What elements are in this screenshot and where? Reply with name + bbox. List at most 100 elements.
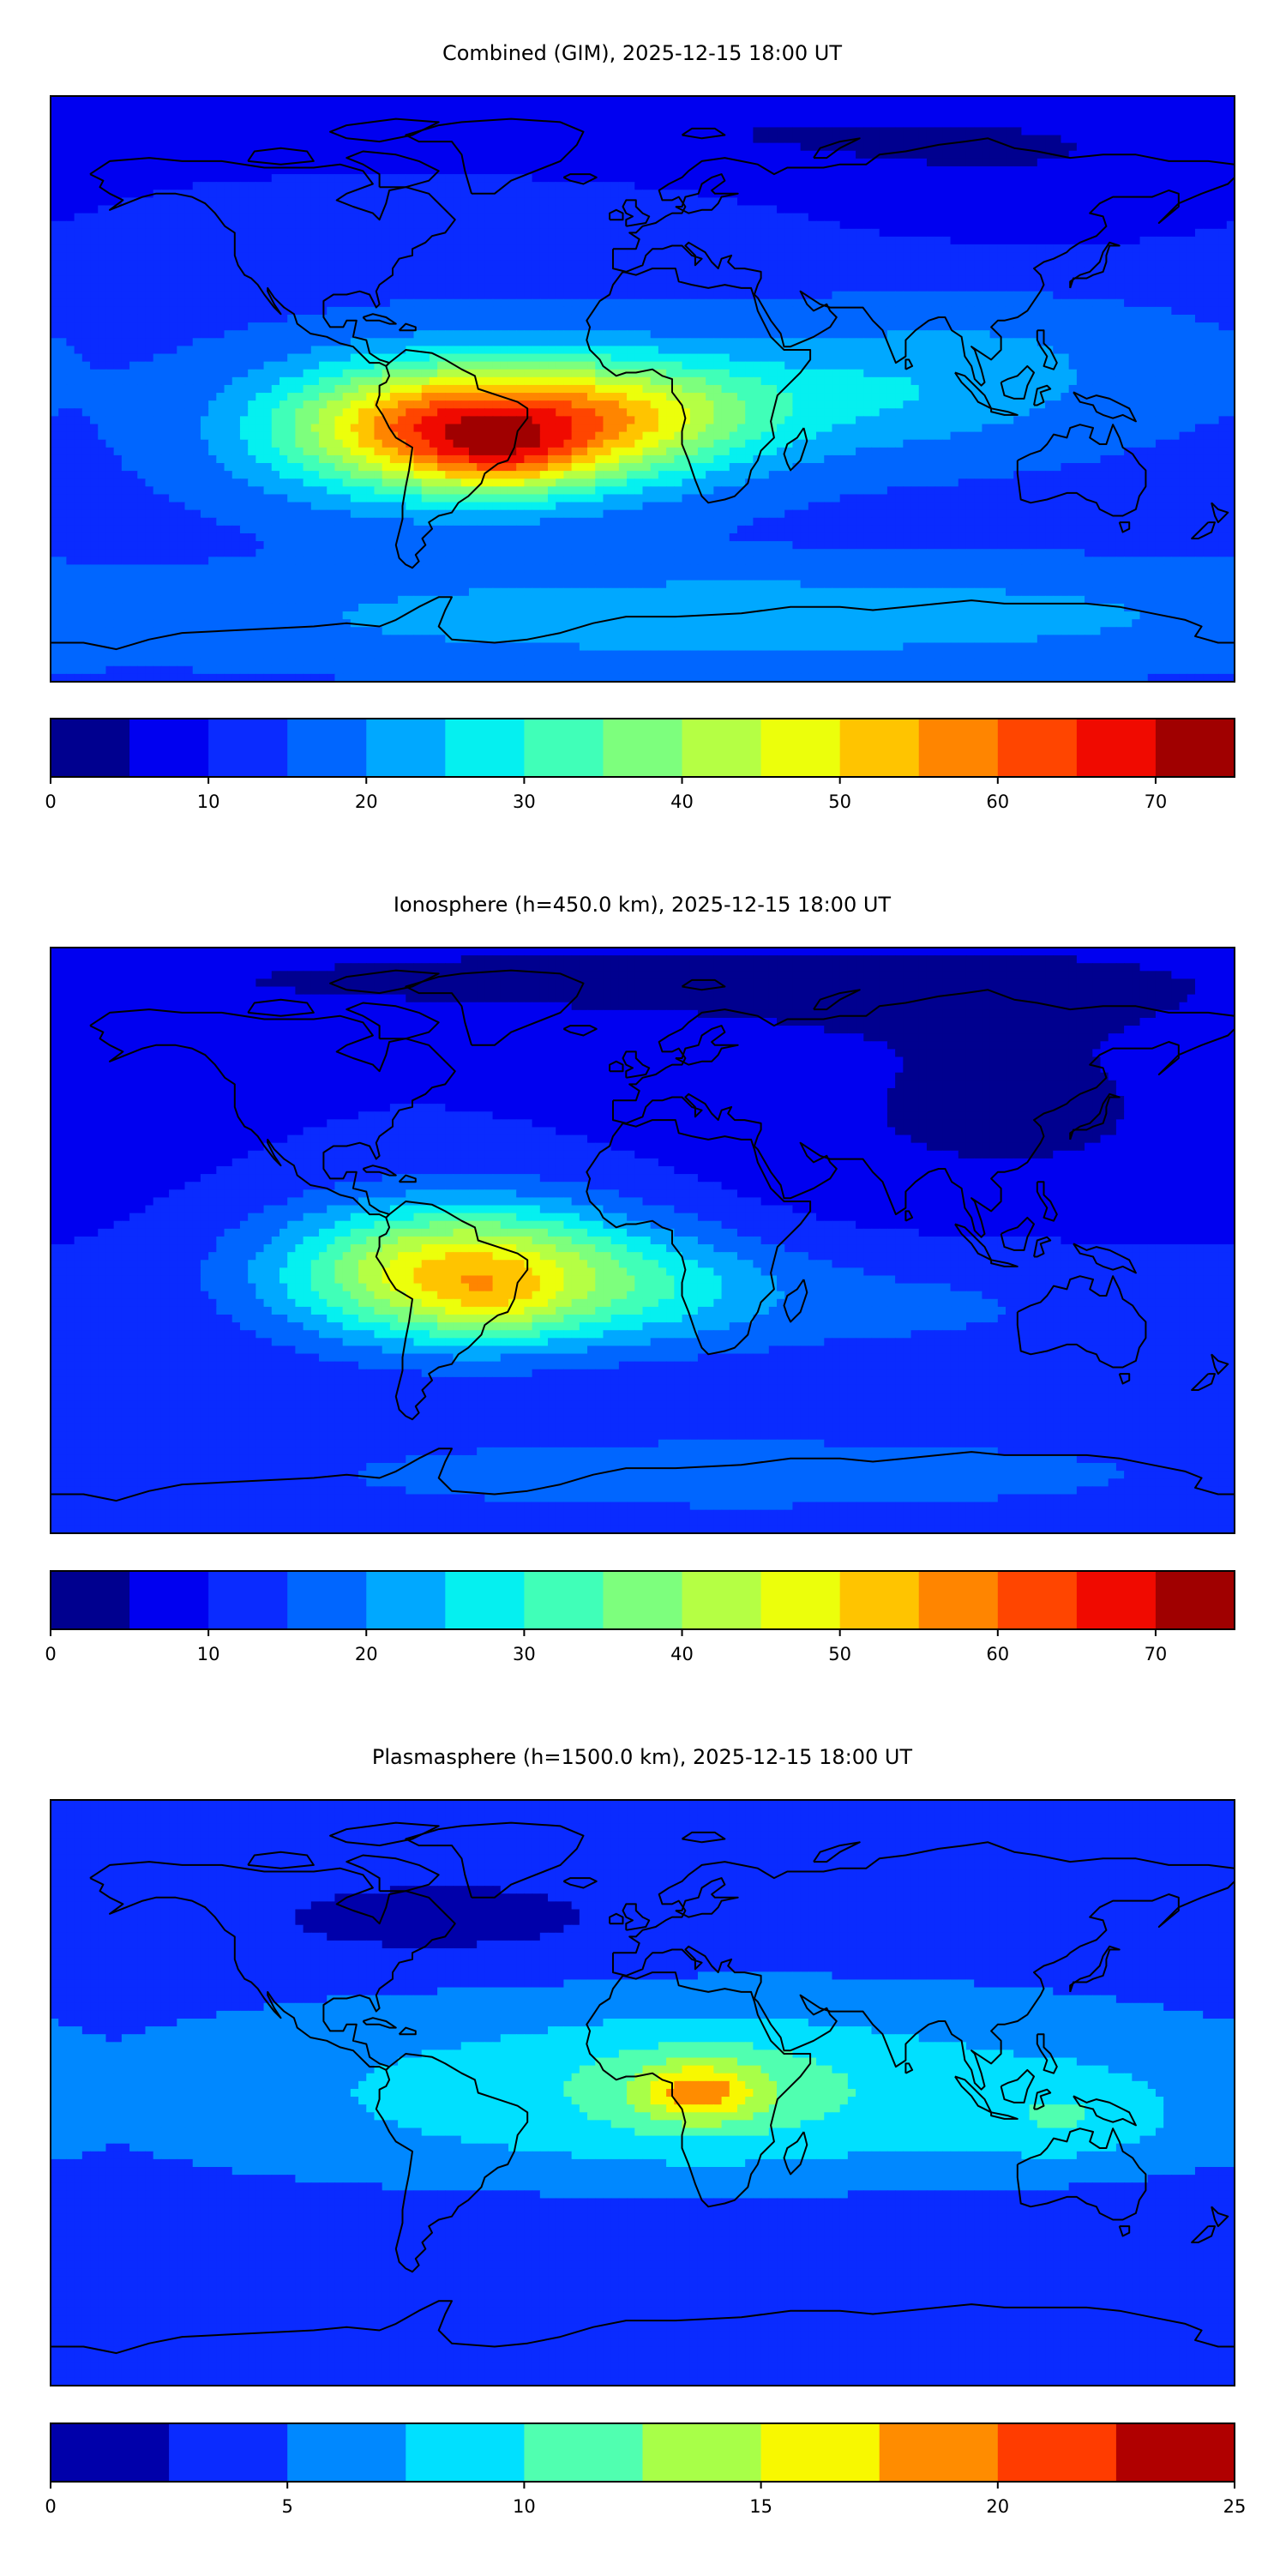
tec-cell	[1006, 298, 1014, 308]
tec-cell	[1029, 314, 1038, 323]
tec-cell	[839, 322, 849, 331]
tec-cell	[1132, 291, 1141, 300]
tec-cell	[437, 283, 446, 292]
tec-cell	[129, 244, 138, 253]
tec-cell	[81, 135, 91, 144]
tec-cell	[224, 268, 233, 277]
tec-cell	[350, 353, 359, 363]
tec-cell	[382, 190, 391, 198]
tec-cell	[832, 346, 841, 355]
tec-cell	[413, 275, 423, 285]
tec-cell	[982, 182, 991, 190]
tec-cell	[248, 142, 256, 152]
tec-cell	[808, 142, 817, 152]
tec-cell	[595, 314, 604, 323]
tec-cell	[1021, 260, 1031, 268]
tec-cell	[1132, 158, 1141, 167]
tec-cell	[192, 119, 201, 129]
tec-cell	[484, 346, 494, 355]
tec-cell	[824, 236, 833, 245]
tec-cell	[224, 96, 233, 105]
tec-cell	[729, 220, 738, 230]
tec-cell	[1100, 127, 1109, 136]
tec-cell	[413, 96, 423, 105]
tec-cell	[1147, 190, 1157, 198]
tec-cell	[105, 197, 115, 207]
tec-cell	[777, 127, 785, 136]
tec-cell	[603, 306, 612, 316]
tec-cell	[934, 190, 943, 198]
tec-cell	[248, 104, 256, 112]
tec-cell	[255, 111, 265, 120]
tec-cell	[1187, 111, 1196, 120]
tec-cell	[989, 96, 999, 105]
tec-cell	[1155, 150, 1164, 159]
tec-cell	[310, 268, 320, 277]
tec-cell	[66, 174, 75, 183]
tec-cell	[1163, 96, 1172, 105]
tec-cell	[1226, 142, 1235, 152]
tec-cell	[366, 158, 376, 167]
tec-cell	[706, 244, 714, 253]
tec-cell	[642, 135, 652, 144]
tec-cell	[295, 291, 304, 300]
tec-cell	[1211, 197, 1220, 207]
tec-cell	[153, 306, 162, 316]
tec-cell	[350, 260, 359, 268]
tec-cell	[192, 111, 201, 120]
tec-cell	[1211, 291, 1220, 300]
tec-cell	[113, 96, 123, 105]
tec-cell	[856, 174, 864, 183]
tec-cell	[674, 306, 683, 316]
tec-cell	[777, 236, 785, 245]
tec-cell	[177, 205, 186, 214]
tec-cell	[200, 190, 209, 198]
tec-cell	[208, 197, 217, 207]
tec-cell	[192, 158, 201, 167]
tec-cell	[421, 127, 430, 136]
tec-cell	[642, 338, 652, 347]
tec-cell	[768, 119, 778, 129]
tec-cell	[886, 268, 896, 277]
tec-cell	[66, 111, 75, 120]
tec-cell	[1218, 268, 1228, 277]
tec-cell	[1068, 252, 1078, 261]
tec-cell	[1108, 346, 1117, 355]
tec-cell	[224, 190, 233, 198]
tec-cell	[342, 291, 352, 300]
tec-cell	[934, 260, 943, 268]
tec-cell	[445, 220, 454, 230]
tec-cell	[816, 283, 825, 292]
tec-cell	[1100, 220, 1109, 230]
tec-cell	[208, 142, 217, 152]
tec-cell	[934, 182, 943, 190]
tec-cell	[327, 190, 336, 198]
tec-cell	[903, 213, 912, 222]
tec-cell	[453, 205, 462, 214]
tec-cell	[863, 205, 873, 214]
tec-cell	[468, 96, 478, 105]
tec-cell	[595, 166, 604, 175]
tec-cell	[192, 306, 201, 316]
tec-cell	[153, 205, 162, 214]
tec-cell	[177, 182, 186, 190]
tec-cell	[208, 291, 217, 300]
tec-cell	[871, 268, 880, 277]
tec-cell	[706, 322, 714, 331]
tec-cell	[997, 213, 1007, 222]
tec-cell	[271, 205, 280, 214]
tec-cell	[484, 182, 494, 190]
tec-cell	[658, 330, 667, 339]
tec-cell	[74, 142, 83, 152]
tec-cell	[263, 190, 273, 198]
tec-cell	[634, 135, 644, 144]
tec-cell	[303, 330, 312, 339]
tec-cell	[1155, 135, 1164, 144]
tec-cell	[113, 104, 123, 112]
tec-cell	[753, 142, 762, 152]
tec-cell	[239, 244, 249, 253]
tec-cell	[563, 236, 573, 245]
tec-cell	[1021, 135, 1031, 144]
tec-cell	[382, 244, 391, 253]
tec-cell	[934, 236, 943, 245]
